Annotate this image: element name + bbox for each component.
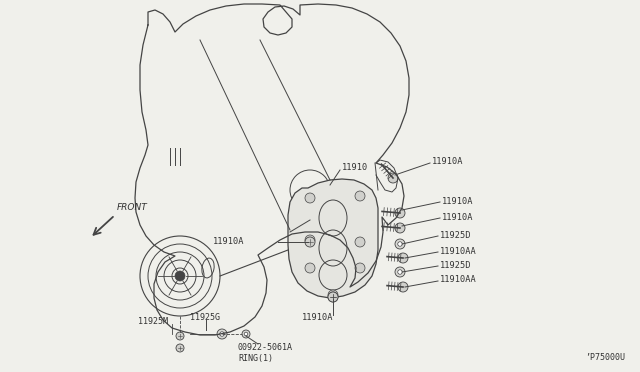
Polygon shape (288, 179, 378, 298)
Circle shape (397, 270, 403, 274)
Circle shape (305, 235, 315, 245)
Text: 11910A: 11910A (442, 212, 474, 221)
Circle shape (176, 344, 184, 352)
Text: 11925G: 11925G (190, 314, 220, 323)
Text: RING(1): RING(1) (238, 353, 273, 362)
Text: 00922-5061A: 00922-5061A (238, 343, 293, 353)
Circle shape (395, 239, 405, 249)
Circle shape (244, 332, 248, 336)
Circle shape (328, 292, 338, 302)
Circle shape (355, 263, 365, 273)
Circle shape (305, 193, 315, 203)
Text: 11910: 11910 (342, 164, 368, 173)
Circle shape (395, 208, 405, 218)
Circle shape (395, 223, 405, 233)
Circle shape (305, 237, 315, 247)
Text: FRONT: FRONT (117, 203, 148, 212)
Text: 11925D: 11925D (440, 231, 472, 240)
Circle shape (220, 332, 224, 336)
Circle shape (397, 242, 403, 246)
Circle shape (388, 173, 398, 183)
Circle shape (217, 329, 227, 339)
Circle shape (242, 330, 250, 338)
Text: 11910A: 11910A (212, 237, 244, 247)
Circle shape (395, 267, 405, 277)
Text: 11910A: 11910A (442, 196, 474, 205)
Text: 11910A: 11910A (302, 314, 333, 323)
Circle shape (355, 191, 365, 201)
Circle shape (398, 282, 408, 292)
Text: 11910AA: 11910AA (440, 247, 477, 256)
Circle shape (328, 292, 338, 302)
Circle shape (175, 271, 185, 281)
Text: 11910A: 11910A (432, 157, 463, 167)
Text: ’P75000U: ’P75000U (585, 353, 625, 362)
Circle shape (355, 237, 365, 247)
Circle shape (176, 332, 184, 340)
Text: 11910AA: 11910AA (440, 276, 477, 285)
Text: 11925D: 11925D (440, 260, 472, 269)
Circle shape (305, 263, 315, 273)
Circle shape (398, 253, 408, 263)
Circle shape (328, 290, 338, 300)
Text: 11925M: 11925M (138, 317, 168, 327)
